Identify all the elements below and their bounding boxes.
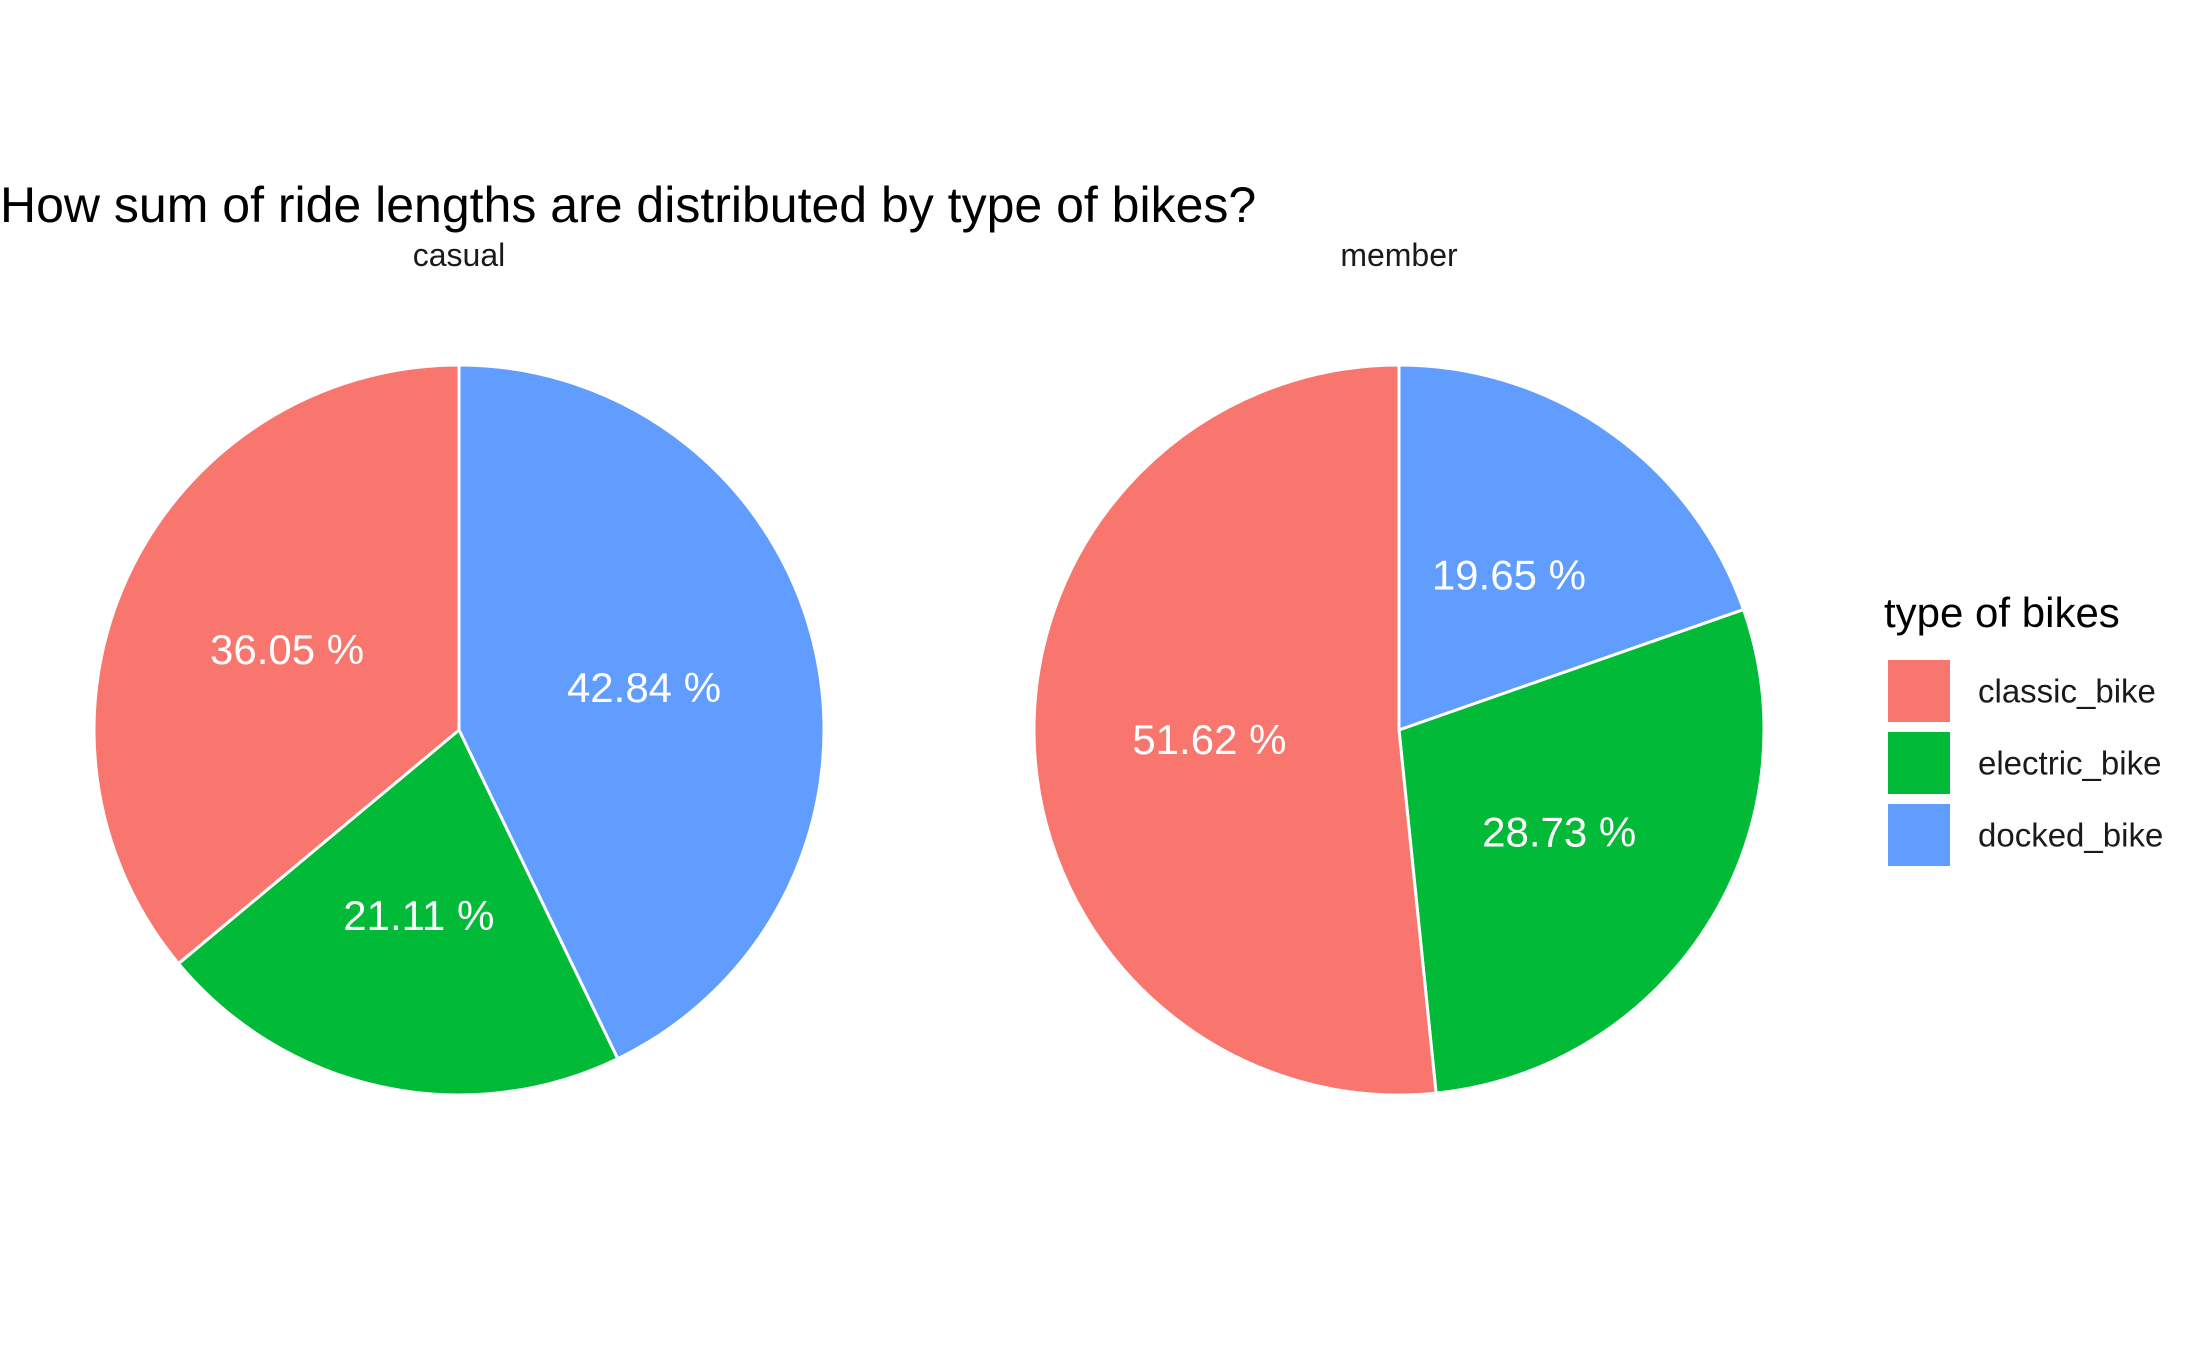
- facet-panels: casual 42.84 % 21.11 % 36.05 % member 19.65 %…: [92, 237, 1766, 1097]
- pie-slice-electric_bike: [1397, 608, 1766, 1095]
- slice-percent-label: 51.62 %: [1132, 716, 1286, 763]
- pie-slice-classic_bike: [92, 363, 461, 966]
- legend-item-docked_bike: docked_bike: [1888, 804, 2163, 866]
- legend: type of bikes classic_bike electric_biked…: [1884, 589, 2163, 866]
- slice-percent-label: 36.05 %: [210, 626, 364, 673]
- facet-strip-label: casual: [413, 237, 506, 273]
- slice-percent-label: 42.84 %: [567, 664, 721, 711]
- legend-title: type of bikes: [1884, 589, 2120, 636]
- legend-item-classic_bike: classic_bike: [1888, 660, 2156, 722]
- legend-key-electric_bike: [1888, 732, 1950, 794]
- pie-slice-electric_bike: [176, 728, 620, 1097]
- pie-slice-docked_bike: [457, 363, 826, 1061]
- pie-slice-classic_bike: [1032, 363, 1438, 1097]
- legend-label: electric_bike: [1978, 745, 2161, 782]
- legend-items: classic_bike electric_bike docked_bike: [1888, 660, 2163, 866]
- legend-key-docked_bike: [1888, 804, 1950, 866]
- facet-member: member 19.65 % 28.73 % 51.62 %: [1032, 237, 1766, 1097]
- facet-casual: casual 42.84 % 21.11 % 36.05 %: [92, 237, 826, 1097]
- legend-item-electric_bike: electric_bike: [1888, 732, 2161, 794]
- facet-strip-label: member: [1340, 237, 1458, 273]
- slice-percent-label: 21.11 %: [343, 892, 494, 939]
- chart-title: How sum of ride lengths are distributed …: [0, 177, 1256, 233]
- legend-key-classic_bike: [1888, 660, 1950, 722]
- slice-percent-label: 28.73 %: [1482, 808, 1636, 855]
- slice-percent-label: 19.65 %: [1432, 552, 1586, 599]
- legend-label: classic_bike: [1978, 673, 2156, 710]
- legend-label: docked_bike: [1978, 817, 2163, 854]
